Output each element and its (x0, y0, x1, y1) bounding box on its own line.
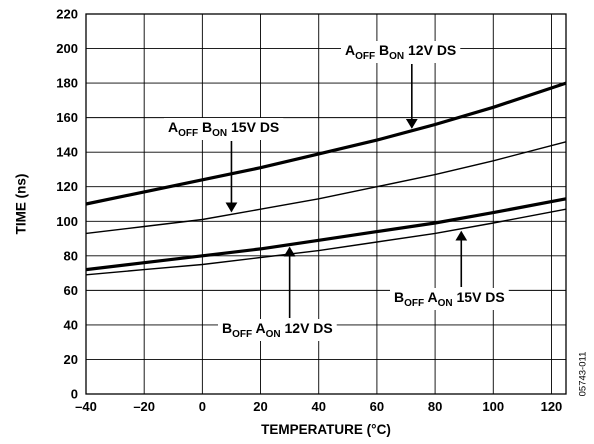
x-axis-title: TEMPERATURE (°C) (261, 422, 391, 437)
y-axis-title: TIME (ns) (14, 174, 29, 235)
series-line (85, 81, 567, 206)
series-line (85, 208, 567, 276)
y-tick-label: 60 (64, 283, 78, 298)
series-lines (85, 81, 567, 276)
y-tick-label: 80 (64, 248, 78, 263)
plot-frame (85, 13, 567, 395)
x-tick-label: 20 (253, 399, 267, 414)
x-tick-label: 60 (370, 399, 384, 414)
x-tick-label: 0 (199, 399, 206, 414)
annotation-label: AOFF BON 15V DS (168, 119, 279, 139)
y-tick-label: 40 (64, 317, 78, 332)
x-tick-label: 40 (311, 399, 325, 414)
figure-id: 05743-011 (578, 352, 589, 397)
y-tick-label: 220 (56, 7, 78, 22)
annotation-label-bg (218, 319, 337, 341)
annotations: AOFF BON 12V DS AOFF BON 15V DS BOFF AON 1… (164, 41, 509, 341)
x-tick-label: 80 (428, 399, 442, 414)
annotation-label: BOFF AON 12V DS (222, 320, 333, 340)
annotation-label: AOFF BON 12V DS (345, 42, 456, 62)
annotation-label-bg (164, 118, 284, 140)
y-tick-label: 0 (71, 387, 78, 402)
y-tick-label: 200 (56, 41, 78, 56)
tick-labels: –40 –20 0 20 40 60 80 100 120 0 20 40 60 80 100 120 140 1… (56, 7, 562, 415)
annotation-label-bg (341, 41, 461, 63)
y-tick-label: 100 (56, 214, 78, 229)
x-tick-label: 100 (482, 399, 504, 414)
annotation-label-bg (390, 288, 509, 310)
y-tick-label: 160 (56, 110, 78, 125)
x-tick-label: –40 (75, 399, 97, 414)
y-tick-label: 180 (56, 76, 78, 91)
x-tick-label: –20 (133, 399, 155, 414)
x-tick-label: 120 (541, 399, 563, 414)
series-line (85, 197, 567, 272)
y-tick-label: 140 (56, 145, 78, 160)
annotation-label: BOFF AON 15V DS (394, 289, 505, 309)
series-line (85, 141, 567, 235)
y-tick-label: 20 (64, 352, 78, 367)
y-tick-label: 120 (56, 179, 78, 194)
